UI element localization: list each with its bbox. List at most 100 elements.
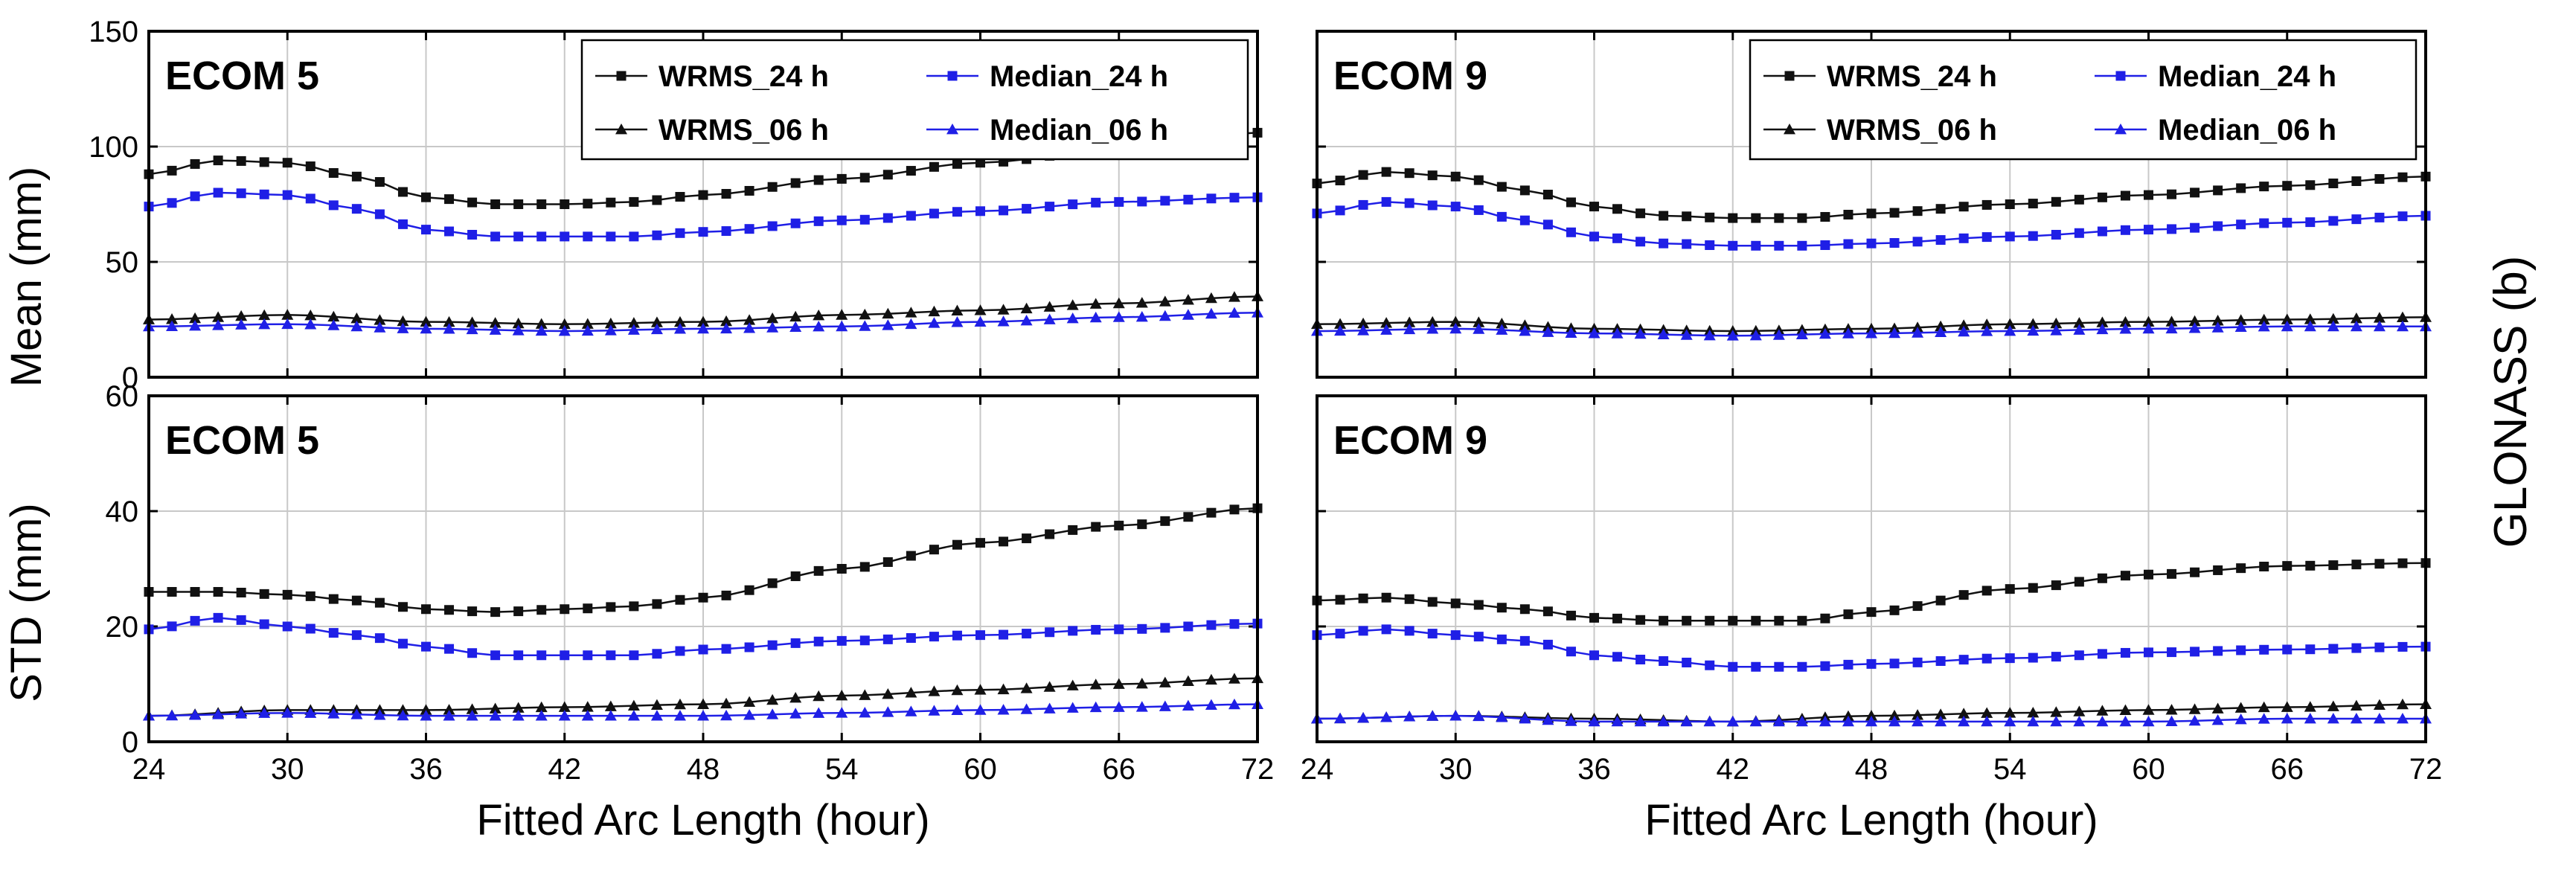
data-point — [1335, 594, 1345, 605]
data-point — [1335, 205, 1345, 216]
legend-label: WRMS_06 h — [1827, 114, 1997, 147]
data-point — [882, 307, 894, 319]
data-point — [1795, 328, 1808, 340]
data-point — [1045, 202, 1055, 212]
plot-frame — [1316, 394, 2427, 743]
data-point — [581, 701, 594, 712]
data-point — [558, 710, 571, 721]
data-point — [1380, 317, 1393, 328]
data-point — [1566, 610, 1576, 621]
x-tick-label: 30 — [271, 753, 304, 786]
data-point — [836, 690, 848, 701]
data-point — [997, 704, 1010, 715]
data-point — [2027, 318, 2040, 329]
data-point — [1334, 712, 1347, 724]
plot-frame — [1316, 30, 2427, 379]
data-point — [1496, 711, 1508, 722]
data-point — [512, 317, 525, 329]
data-point — [558, 318, 571, 330]
data-point — [190, 615, 200, 626]
data-point — [1680, 329, 1693, 340]
data-point — [1357, 317, 1370, 329]
data-point — [350, 320, 363, 332]
data-point — [1335, 176, 1345, 186]
data-point — [2397, 211, 2408, 222]
data-point — [512, 710, 525, 721]
data-point — [1404, 626, 1414, 636]
data-point — [236, 588, 246, 598]
y-tick-label: 0 — [122, 726, 138, 759]
data-point — [744, 585, 754, 595]
data-point — [999, 205, 1009, 216]
data-point — [535, 324, 548, 336]
data-point — [1566, 227, 1576, 237]
data-point — [1357, 711, 1370, 723]
x-tick-label: 60 — [2132, 753, 2165, 786]
legend-marker — [947, 71, 958, 81]
data-point — [1728, 213, 1738, 223]
data-point — [1182, 699, 1194, 711]
data-point — [2028, 652, 2038, 663]
data-point — [535, 318, 548, 329]
data-point — [2050, 706, 2063, 717]
data-point — [536, 231, 547, 242]
data-point — [928, 317, 941, 328]
data-point — [2142, 715, 2155, 727]
data-point — [997, 304, 1010, 315]
data-point — [836, 707, 848, 718]
data-point — [1206, 620, 1217, 630]
data-point — [2188, 322, 2201, 333]
data-point — [1566, 197, 1576, 208]
data-point — [444, 226, 455, 237]
data-point — [397, 602, 408, 612]
data-point — [744, 224, 754, 234]
data-point — [1843, 609, 1853, 620]
data-point — [2304, 701, 2316, 712]
data-point — [167, 621, 177, 632]
data-point — [1705, 660, 1715, 670]
data-point — [997, 315, 1010, 327]
x-tick-label: 24 — [132, 753, 166, 786]
data-point — [236, 615, 246, 625]
data-point — [2213, 565, 2223, 575]
data-point — [2234, 702, 2247, 713]
data-point — [1473, 632, 1484, 642]
data-point — [1751, 240, 1761, 251]
data-point — [1774, 213, 1784, 223]
data-point — [1519, 325, 1531, 336]
data-point — [2074, 650, 2084, 661]
data-point — [1066, 679, 1079, 690]
data-point — [882, 319, 894, 330]
data-point — [1205, 699, 1217, 711]
data-point — [1935, 204, 1946, 214]
data-point — [2213, 646, 2223, 656]
data-point — [351, 204, 362, 214]
data-point — [2120, 647, 2130, 658]
data-point — [1381, 196, 1391, 207]
data-point — [1091, 197, 1101, 208]
data-point — [2258, 701, 2270, 713]
data-point — [2351, 176, 2362, 186]
data-point — [1542, 639, 1553, 650]
data-point — [813, 707, 825, 718]
data-point — [1588, 327, 1601, 339]
data-point — [744, 642, 754, 652]
data-point — [882, 557, 893, 567]
data-point — [1935, 656, 1946, 666]
data-point — [1112, 678, 1125, 689]
data-point — [512, 702, 525, 713]
data-point — [1020, 314, 1033, 326]
data-point — [1183, 194, 1194, 205]
data-point — [606, 231, 616, 242]
data-point — [767, 221, 778, 231]
data-point — [2259, 218, 2269, 228]
data-point — [1380, 324, 1393, 335]
data-point — [698, 592, 708, 603]
legend-marker — [2115, 124, 2127, 135]
data-point — [1542, 606, 1553, 617]
data-point — [2051, 229, 2061, 240]
data-point — [1751, 615, 1761, 626]
data-point — [675, 192, 685, 202]
x-tick-label: 72 — [2409, 753, 2443, 786]
data-point — [1022, 204, 1032, 214]
